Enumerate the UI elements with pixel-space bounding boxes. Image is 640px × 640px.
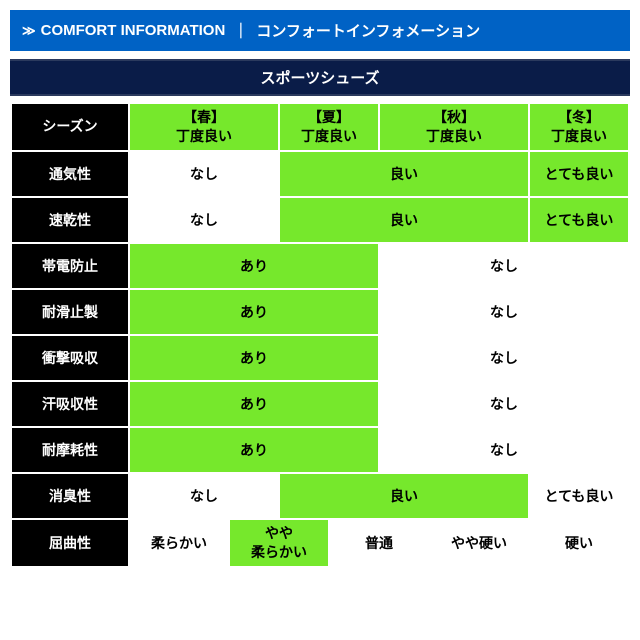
header-sep: ｜ [233, 20, 248, 41]
cell: あり [129, 289, 379, 335]
row-sweat: 汗吸収性 あり なし [11, 381, 629, 427]
cell: なし [129, 473, 279, 519]
subtitle-text: スポーツシューズ [261, 70, 380, 87]
cell: とても良い [529, 197, 629, 243]
cell: なし [379, 243, 629, 289]
comfort-table: シーズン 【春】丁度良い 【夏】丁度良い 【秋】丁度良い 【冬】丁度良い 通気性… [10, 102, 630, 568]
cell: とても良い [529, 151, 629, 197]
rowhead-antistatic: 帯電防止 [11, 243, 129, 289]
cell: 硬い [529, 519, 629, 567]
rowhead-quickdry: 速乾性 [11, 197, 129, 243]
rowhead-flex: 屈曲性 [11, 519, 129, 567]
row-wear: 耐摩耗性 あり なし [11, 427, 629, 473]
rowhead-breath: 通気性 [11, 151, 129, 197]
cell: なし [379, 335, 629, 381]
header-title-en: COMFORT INFORMATION [41, 22, 226, 39]
row-flex: 屈曲性 柔らかい やや柔らかい 普通 やや硬い 硬い [11, 519, 629, 567]
cell: 普通 [329, 519, 429, 567]
rowhead-sweat: 汗吸収性 [11, 381, 129, 427]
row-breath: 通気性 なし 良い とても良い [11, 151, 629, 197]
rowhead-shock: 衝撃吸収 [11, 335, 129, 381]
header-bar: ≫ COMFORT INFORMATION ｜ コンフォートインフォメーション [10, 10, 630, 51]
cell: やや柔らかい [229, 519, 329, 567]
cell: 良い [279, 151, 529, 197]
row-quickdry: 速乾性 なし 良い とても良い [11, 197, 629, 243]
rowhead-odor: 消臭性 [11, 473, 129, 519]
cell: 柔らかい [129, 519, 229, 567]
row-antistatic: 帯電防止 あり なし [11, 243, 629, 289]
subtitle-bar: スポーツシューズ [10, 59, 630, 96]
row-antislip: 耐滑止製 あり なし [11, 289, 629, 335]
cell: なし [379, 427, 629, 473]
cell: あり [129, 427, 379, 473]
cell: なし [129, 151, 279, 197]
cell: 良い [279, 197, 529, 243]
cell-summer: 【夏】丁度良い [279, 103, 379, 151]
cell: あり [129, 243, 379, 289]
row-shock: 衝撃吸収 あり なし [11, 335, 629, 381]
cell: なし [379, 289, 629, 335]
cell: なし [129, 197, 279, 243]
cell: 良い [279, 473, 529, 519]
cell: あり [129, 335, 379, 381]
row-odor: 消臭性 なし 良い とても良い [11, 473, 629, 519]
cell-winter: 【冬】丁度良い [529, 103, 629, 151]
rowhead-season: シーズン [11, 103, 129, 151]
cell: あり [129, 381, 379, 427]
header-title-ja: コンフォートインフォメーション [256, 20, 480, 41]
rowhead-wear: 耐摩耗性 [11, 427, 129, 473]
rowhead-antislip: 耐滑止製 [11, 289, 129, 335]
cell: なし [379, 381, 629, 427]
cell-autumn: 【秋】丁度良い [379, 103, 529, 151]
row-season: シーズン 【春】丁度良い 【夏】丁度良い 【秋】丁度良い 【冬】丁度良い [11, 103, 629, 151]
chevron-icon: ≫ [22, 23, 33, 39]
cell-spring: 【春】丁度良い [129, 103, 279, 151]
cell: やや硬い [429, 519, 529, 567]
cell: とても良い [529, 473, 629, 519]
